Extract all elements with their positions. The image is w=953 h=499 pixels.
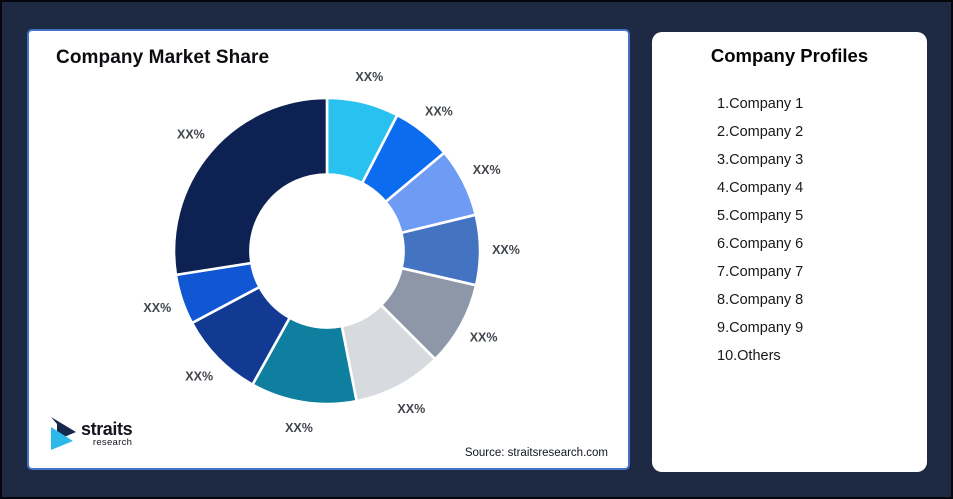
segment-label: XX%	[470, 331, 498, 345]
segment-label: XX%	[473, 163, 501, 177]
profiles-title: Company Profiles	[710, 45, 869, 66]
donut-segment	[172, 96, 329, 277]
straits-logo-icon	[51, 417, 76, 450]
segment-label: XX%	[143, 301, 171, 315]
segment-label: XX%	[355, 70, 383, 84]
list-item: 1.Company 1	[717, 96, 804, 112]
list-item: 6.Company 6	[717, 236, 804, 252]
list-item: 2.Company 2	[717, 124, 804, 140]
list-item: 8.Company 8	[717, 292, 804, 308]
list-item: 3.Company 3	[717, 152, 804, 168]
list-item: 7.Company 7	[717, 264, 804, 280]
logo-text: straits research	[81, 418, 133, 448]
list-item: 4.Company 4	[717, 180, 804, 196]
company-list: 1.Company 1 2.Company 2 3.Company 3 4.Compa…	[652, 90, 927, 370]
segment-label: XX%	[492, 243, 520, 257]
segment-label: XX%	[425, 104, 453, 118]
list-item: 10.Others	[717, 348, 781, 364]
list-item: 9.Company 9	[717, 320, 804, 336]
segment-label: XX%	[177, 128, 205, 142]
segment-label: XX%	[285, 421, 313, 435]
segment-label: XX%	[185, 369, 213, 383]
list-item: 5.Company 5	[717, 208, 804, 224]
segment-label: XX%	[397, 402, 425, 416]
chart-title: Company Market Share	[56, 47, 270, 68]
source-note: Source: straitsresearch.com	[464, 447, 608, 459]
logo-word-straits: straits	[81, 418, 133, 439]
straits-research-logo: straits research	[50, 417, 133, 450]
logo-word-research: research	[92, 436, 133, 448]
donut-chart: XX% XX% XX% XX% XX% XX% XX% XX% XX% XX%	[143, 70, 520, 435]
market-share-card: XX% XX% XX% XX% XX% XX% XX% XX% XX% XX% Company M…	[27, 29, 630, 470]
company-profiles-card: Company Profiles 1.Company 1 2.Company 2 3…	[652, 32, 927, 472]
